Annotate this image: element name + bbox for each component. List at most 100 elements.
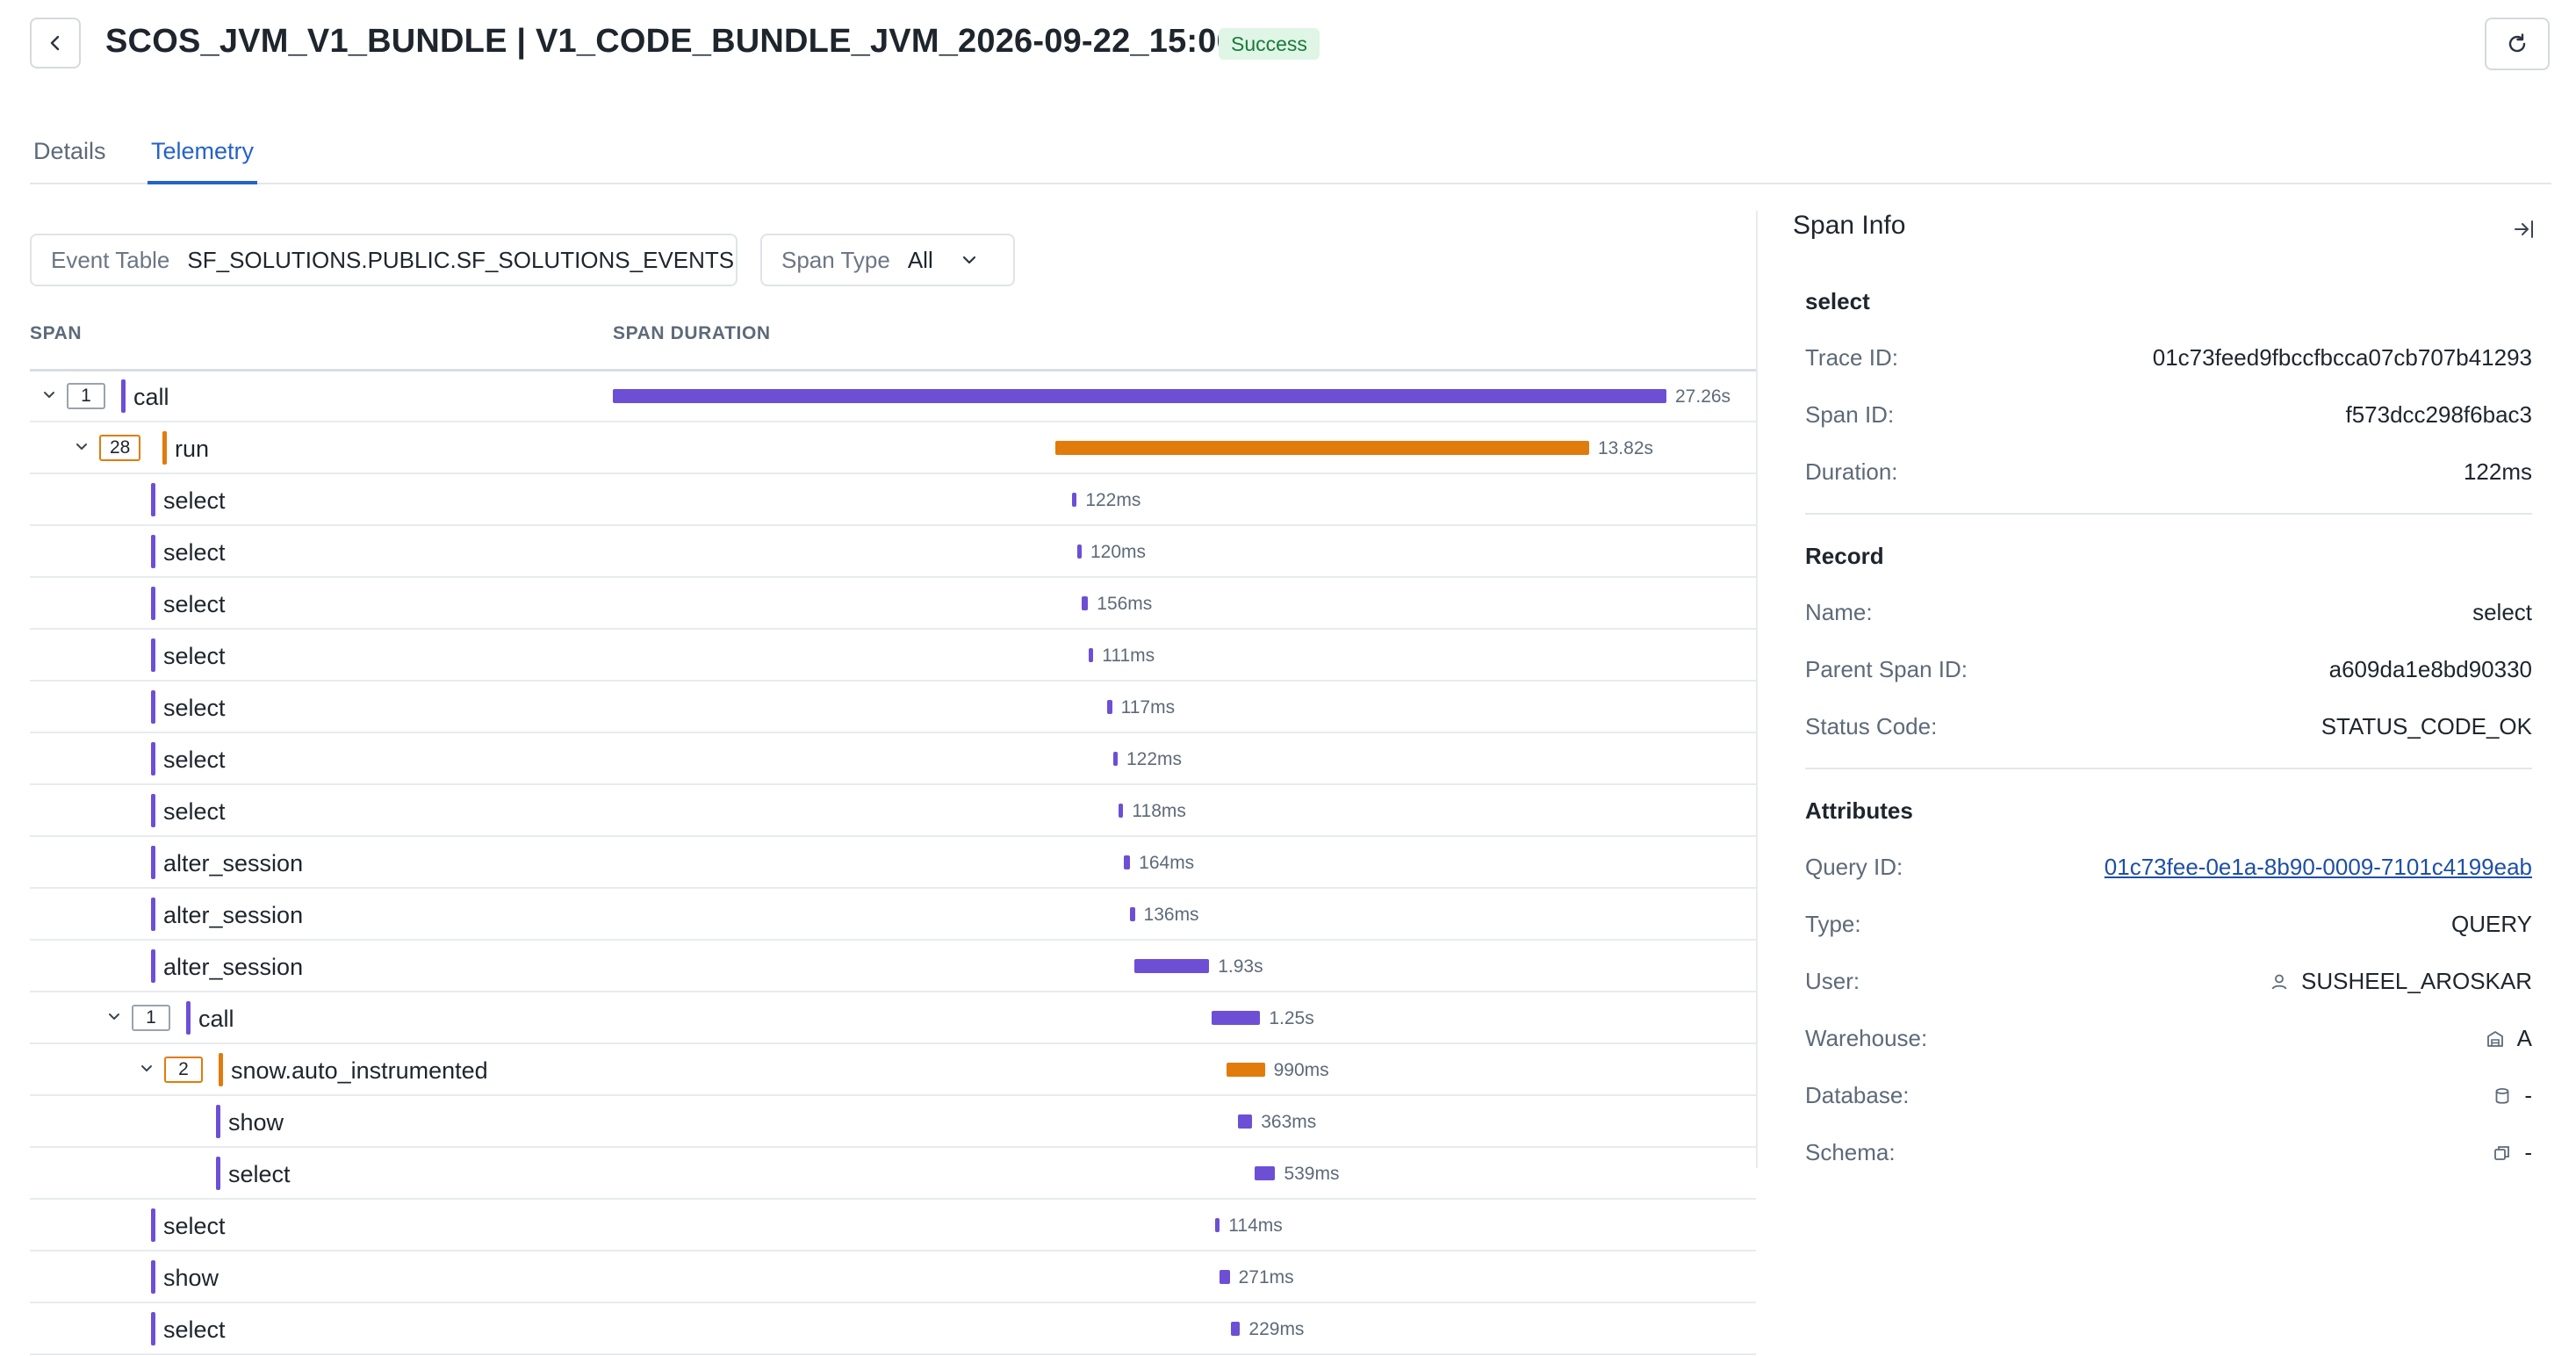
chevron-down-icon[interactable]: [104, 1006, 125, 1028]
refresh-button[interactable]: [2485, 18, 2550, 70]
span-name: select: [163, 798, 226, 825]
span-row[interactable]: show 363ms: [30, 1096, 1756, 1148]
span-type-label: Span Type: [781, 246, 890, 273]
info-label: Span ID:: [1805, 401, 1895, 428]
span-duration-label: 118ms: [1132, 801, 1186, 821]
span-duration-label: 363ms: [1261, 1112, 1317, 1132]
span-duration-label: 164ms: [1139, 853, 1195, 873]
info-label: Parent Span ID:: [1805, 656, 1968, 682]
span-row[interactable]: show 271ms: [30, 1251, 1756, 1303]
span-row[interactable]: alter_session 1.93s: [30, 941, 1756, 992]
span-duration-bar[interactable]: [1227, 1063, 1265, 1077]
chevron-down-icon[interactable]: [39, 385, 60, 406]
span-duration-label: 539ms: [1284, 1164, 1340, 1184]
span-row[interactable]: select 156ms: [30, 578, 1756, 630]
span-duration-label: 111ms: [1102, 646, 1155, 666]
span-duration-bar[interactable]: [1112, 752, 1118, 766]
info-label: Name:: [1805, 599, 1873, 625]
span-duration-bar[interactable]: [1219, 1270, 1230, 1284]
child-count-badge: 28: [99, 435, 141, 461]
span-row[interactable]: alter_session 136ms: [30, 889, 1756, 941]
span-kind-marker: [216, 1105, 220, 1138]
span-duration-bar[interactable]: [1071, 493, 1077, 507]
info-row: Warehouse: A: [1805, 1025, 2532, 1060]
span-row[interactable]: alter_session 164ms: [30, 837, 1756, 889]
span-duration-bar[interactable]: [613, 389, 1666, 403]
tab-telemetry[interactable]: Telemetry: [148, 132, 258, 184]
event-table-filter[interactable]: Event Table SF_SOLUTIONS.PUBLIC.SF_SOLUT…: [30, 234, 738, 286]
span-kind-marker: [151, 638, 155, 672]
span-type-select[interactable]: Span Type All: [760, 234, 1015, 286]
tab-details[interactable]: Details: [33, 138, 106, 164]
span-kind-marker: [151, 483, 155, 516]
span-name: select: [163, 1316, 226, 1343]
span-row[interactable]: 2 snow.auto_instrumented 990ms: [30, 1044, 1756, 1096]
span-row[interactable]: 28 run 13.82s: [30, 422, 1756, 474]
span-row[interactable]: select 120ms: [30, 526, 1756, 578]
span-name: select: [163, 1213, 226, 1239]
span-duration-bar[interactable]: [1254, 1166, 1276, 1180]
span-duration-bar[interactable]: [1129, 907, 1135, 921]
span-row[interactable]: select 114ms: [30, 1200, 1756, 1251]
back-button[interactable]: [30, 18, 81, 69]
database-icon: [2493, 1086, 2512, 1106]
warehouse-icon: [2486, 1029, 2505, 1049]
span-row[interactable]: 1 call 1.25s: [30, 992, 1756, 1044]
span-row[interactable]: select 539ms: [30, 1148, 1756, 1200]
span-name: alter_session: [163, 902, 304, 928]
info-value: A: [2516, 1025, 2532, 1051]
info-value: QUERY: [2451, 911, 2532, 937]
span-duration-label: 229ms: [1248, 1319, 1305, 1339]
info-row: Parent Span ID: a609da1e8bd90330: [1805, 656, 2532, 691]
span-name: alter_session: [163, 954, 304, 980]
query-id-link[interactable]: 01c73fee-0e1a-8b90-0009-7101c4199eab: [2105, 854, 2532, 881]
span-duration-label: 122ms: [1126, 749, 1183, 769]
child-count-badge: 1: [67, 383, 105, 409]
span-duration-label: 117ms: [1120, 697, 1176, 718]
span-duration-label: 1.25s: [1269, 1008, 1314, 1028]
span-name: select: [163, 487, 226, 514]
info-value-group: select: [2472, 599, 2532, 626]
span-name: call: [198, 1006, 234, 1032]
span-duration-bar[interactable]: [1238, 1114, 1253, 1129]
span-name: snow.auto_instrumented: [231, 1057, 488, 1084]
span-duration-label: 990ms: [1273, 1060, 1329, 1080]
span-row[interactable]: 1 call 27.26s: [30, 371, 1756, 422]
span-duration-bar[interactable]: [1134, 959, 1210, 973]
span-name: alter_session: [163, 850, 304, 876]
span-duration-bar[interactable]: [1212, 1011, 1261, 1025]
span-row[interactable]: select 117ms: [30, 682, 1756, 733]
span-duration-bar[interactable]: [1082, 596, 1089, 610]
span-row[interactable]: select 122ms: [30, 474, 1756, 526]
span-kind-marker: [151, 898, 155, 931]
span-duration-bar[interactable]: [1054, 441, 1589, 455]
chevron-down-icon[interactable]: [136, 1058, 157, 1079]
span-name: show: [163, 1265, 219, 1291]
collapse-panel-button[interactable]: [2509, 214, 2539, 244]
span-name: select: [163, 747, 226, 773]
child-count-badge: 2: [164, 1057, 203, 1083]
span-name: select: [163, 643, 226, 669]
chevron-down-icon[interactable]: [71, 436, 92, 458]
refresh-icon: [2508, 33, 2526, 53]
span-duration-bar[interactable]: [1119, 804, 1124, 818]
info-row: Query ID: 01c73fee-0e1a-8b90-0009-7101c41…: [1805, 854, 2532, 889]
info-label: Type:: [1805, 911, 1861, 937]
event-table-label: Event Table: [51, 246, 170, 273]
span-duration-label: 156ms: [1097, 594, 1153, 614]
span-kind-marker: [151, 1260, 155, 1294]
collapse-right-icon: [2515, 220, 2533, 238]
span-duration-bar[interactable]: [1215, 1218, 1220, 1232]
span-duration-bar[interactable]: [1123, 855, 1131, 869]
info-row: Duration: 122ms: [1805, 458, 2532, 494]
span-duration-bar[interactable]: [1231, 1322, 1241, 1336]
span-type-value: All: [907, 246, 933, 273]
span-row[interactable]: select 118ms: [30, 785, 1756, 837]
span-row[interactable]: select 229ms: [30, 1303, 1756, 1355]
span-duration-bar[interactable]: [1089, 648, 1094, 662]
chevron-down-icon: [962, 256, 975, 264]
span-duration-bar[interactable]: [1107, 700, 1112, 714]
span-row[interactable]: select 122ms: [30, 733, 1756, 785]
span-duration-bar[interactable]: [1076, 545, 1082, 559]
span-row[interactable]: select 111ms: [30, 630, 1756, 682]
